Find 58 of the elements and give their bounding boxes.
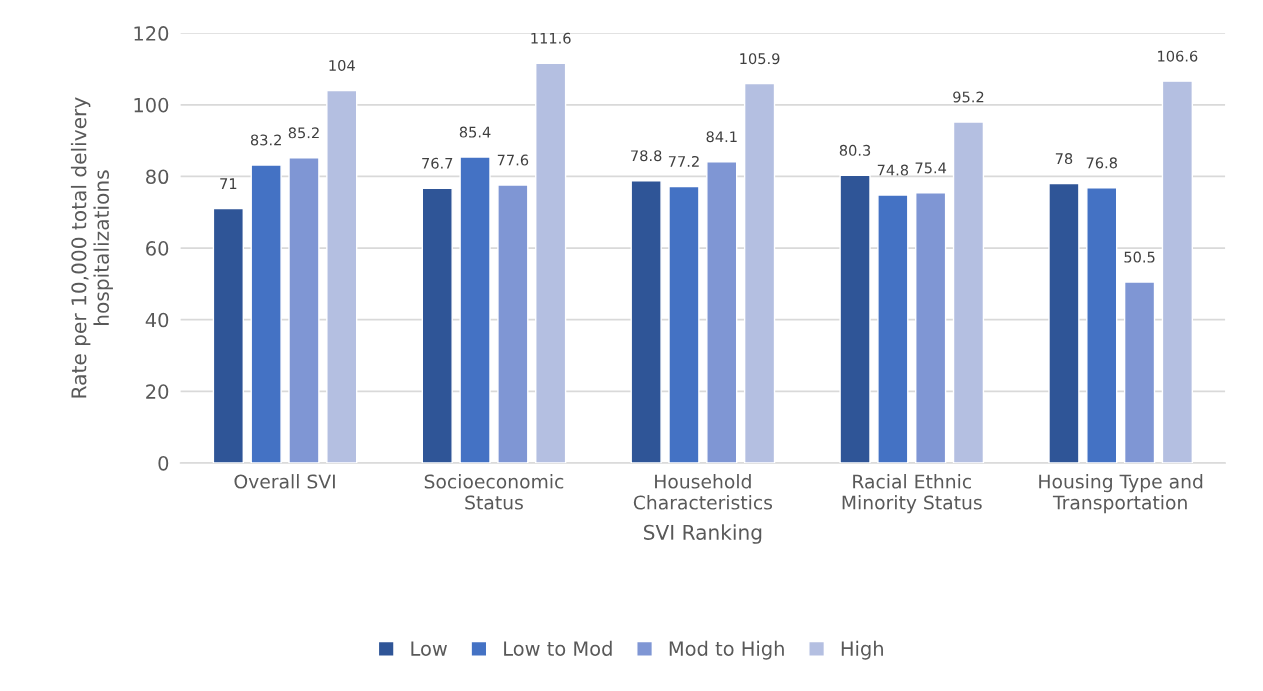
legend-label: Low to Mod (504, 640, 612, 656)
y-tick-label: 100 (134, 97, 169, 113)
data-label: 50.5 (1124, 251, 1155, 263)
y-tick-label: 60 (146, 241, 169, 256)
data-label: 77.6 (497, 154, 529, 166)
data-label: 105.9 (740, 53, 780, 65)
data-label: 106.6 (1158, 50, 1198, 62)
data-label: 84.1 (706, 131, 737, 143)
y-tick-label: 40 (145, 312, 169, 328)
data-label: 77.2 (668, 155, 699, 167)
x-tick-label: Housing Type and Transportation (1039, 474, 1203, 514)
data-label: 71 (220, 178, 237, 189)
bar (668, 185, 700, 463)
bar (1123, 281, 1156, 463)
y-tick-label: 120 (134, 26, 169, 41)
bar (630, 180, 662, 463)
y-axis-title: Rate per 10,000 total delivery hospitalizations (70, 97, 113, 398)
data-label: 78 (1055, 153, 1073, 165)
bar (952, 121, 985, 463)
bar (915, 192, 947, 463)
data-label: 80.3 (839, 144, 871, 156)
bar (1048, 182, 1080, 463)
data-label: 76.7 (422, 157, 453, 169)
x-tick-label: Racial Ethnic Minority Status (842, 474, 982, 514)
data-label: 78.8 (631, 150, 662, 162)
bar (743, 82, 776, 463)
bar (250, 164, 282, 463)
data-label: 95.2 (953, 91, 984, 103)
data-label: 74.8 (877, 164, 909, 176)
bar (421, 187, 453, 463)
bar (706, 161, 738, 463)
y-tick-label: 80 (146, 169, 169, 185)
bar (459, 156, 491, 463)
data-label: 111.6 (531, 32, 571, 44)
x-tick-label: Socioeconomic Status (424, 474, 564, 510)
x-tick-label: Household Characteristics (633, 474, 773, 510)
bar (877, 194, 909, 463)
bar (839, 174, 871, 463)
y-tick-label: 20 (146, 384, 169, 399)
data-label: 104 (329, 59, 355, 71)
bar (1161, 80, 1194, 463)
bar (497, 184, 529, 463)
legend-label: Low (411, 641, 447, 656)
bar (212, 207, 244, 463)
bar (1086, 187, 1118, 463)
data-label: 83.2 (250, 134, 281, 146)
bar (535, 62, 567, 463)
x-axis-title: SVI Ranking (644, 524, 762, 544)
bar (326, 89, 358, 463)
bar (288, 157, 320, 463)
legend-label: High (841, 640, 883, 660)
data-label: 75.4 (915, 162, 947, 174)
x-tick-label: Overall SVI (234, 474, 335, 489)
legend-label: Mod to High (669, 640, 784, 660)
data-label: 85.4 (459, 126, 491, 138)
data-label: 85.2 (288, 127, 319, 139)
data-label: 76.8 (1086, 157, 1117, 169)
y-tick-label: 0 (158, 455, 169, 471)
